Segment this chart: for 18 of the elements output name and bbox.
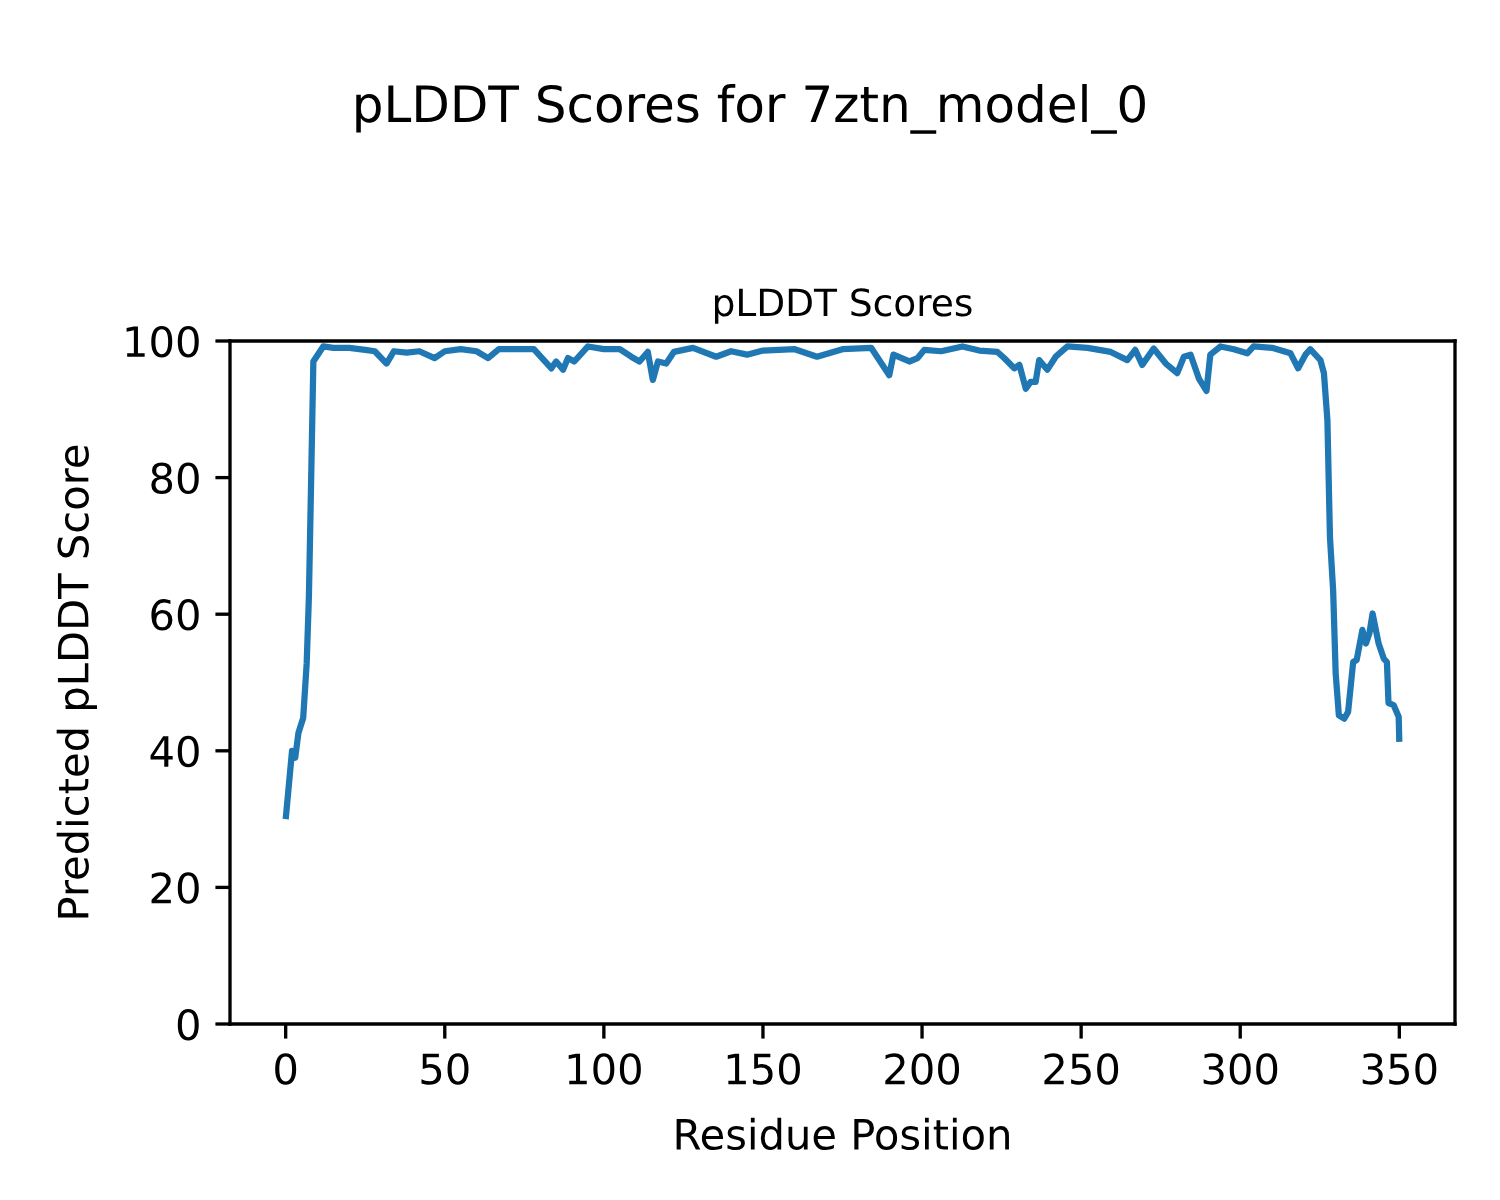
- y-tick-label: 40: [150, 735, 199, 768]
- y-tick-label: 60: [151, 599, 199, 631]
- y-axis-title: Predicted pLDDT Score: [56, 445, 97, 918]
- y-tick-label: 0: [177, 1008, 199, 1041]
- x-tick-label: 50: [421, 1053, 469, 1085]
- x-tick-label: 250: [1044, 1053, 1119, 1085]
- chart-title: pLDDT Scores for 7ztn_model_0: [356, 84, 1145, 134]
- y-tick-label: 20: [151, 872, 199, 904]
- x-tick-label: 200: [885, 1053, 960, 1085]
- x-tick-label: 150: [727, 1053, 800, 1085]
- x-tick-label: 300: [1203, 1053, 1278, 1085]
- x-axis-title: Residue Position: [676, 1117, 1009, 1151]
- x-tick-label: 0: [275, 1053, 297, 1085]
- x-tick-label: 100: [568, 1053, 641, 1085]
- chart-subtitle: pLDDT Scores: [714, 288, 972, 324]
- x-tick-label: 350: [1362, 1053, 1437, 1085]
- y-tick-label: 80: [151, 462, 199, 495]
- y-tick-label: 100: [126, 325, 199, 358]
